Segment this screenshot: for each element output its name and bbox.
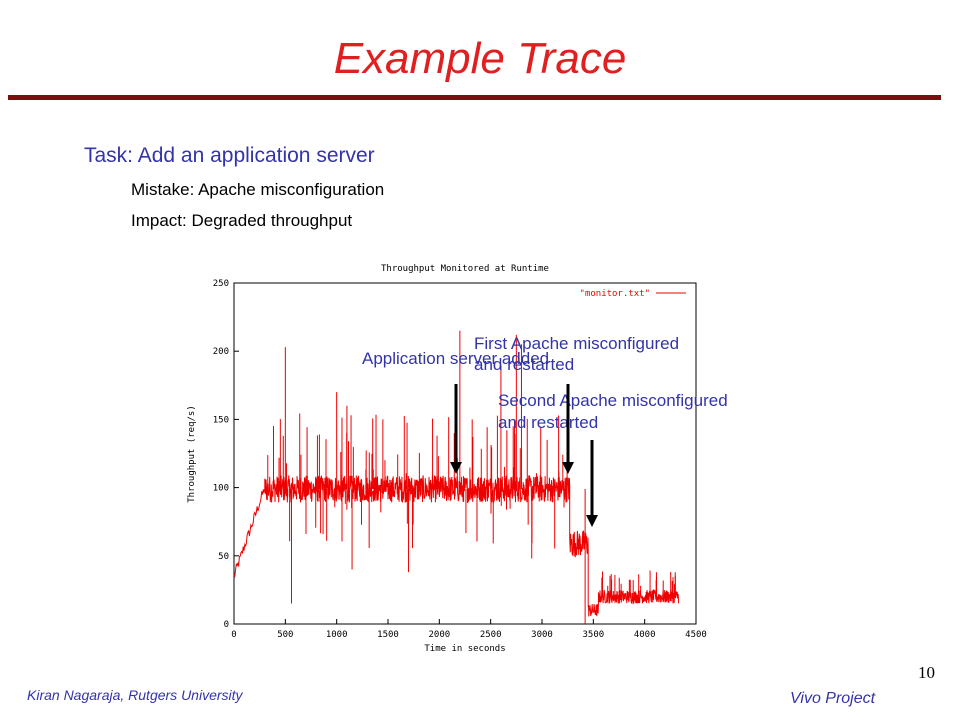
annotation-second-apache-2: and restarted — [498, 413, 599, 432]
x-tick-label: 0 — [231, 630, 236, 640]
arrow-head-second-apache — [586, 515, 598, 527]
x-axis-label: Time in seconds — [424, 644, 505, 654]
y-tick-label: 250 — [213, 279, 229, 289]
y-tick-label: 150 — [213, 415, 229, 425]
mistake-bullet: Mistake: Apache misconfiguration — [131, 180, 385, 199]
x-tick-label: 2000 — [428, 630, 450, 640]
arrow-head-app-server — [450, 462, 462, 474]
annotation-app-server: Application server added — [362, 349, 550, 368]
series-line-monitor — [233, 474, 679, 617]
x-tick-label: 3500 — [582, 630, 604, 640]
x-tick-label: 4000 — [634, 630, 656, 640]
throughput-chart: Throughput Monitored at Runtime 0 50 100 15… — [187, 264, 707, 654]
task-bullet: Task: Add an application server — [84, 144, 375, 167]
y-tick-label: 50 — [218, 552, 229, 562]
legend-label: "monitor.txt" — [580, 289, 650, 299]
x-tick-label: 500 — [277, 630, 293, 640]
annotation-second-apache-1: Second Apache misconfigured — [498, 391, 728, 410]
y-tick-label: 200 — [213, 347, 229, 357]
x-tick-label: 1000 — [326, 630, 348, 640]
chart-title: Throughput Monitored at Runtime — [381, 264, 549, 274]
y-axis-label: Throughput (req/s) — [187, 405, 197, 503]
arrow-head-first-apache — [562, 462, 574, 474]
annotation-first-apache-2: and restarted — [474, 355, 575, 374]
x-axis: 0 500 1000 1500 2000 2500 3000 3500 4000 4500 — [231, 619, 707, 640]
annotation-first-apache-1: First Apache misconfigured — [474, 334, 680, 353]
y-tick-label: 100 — [213, 484, 229, 494]
slide-title: Example Trace — [333, 34, 627, 83]
plot-frame — [233, 282, 697, 625]
series-spikes — [267, 330, 676, 624]
y-tick-label: 0 — [224, 620, 229, 630]
footer-project: Vivo Project — [790, 690, 876, 707]
footer-author: Kiran Nagaraja, Rutgers University — [27, 687, 243, 703]
x-tick-label: 4500 — [685, 630, 707, 640]
x-tick-label: 2500 — [480, 630, 502, 640]
page-number: 10 — [918, 663, 935, 682]
impact-bullet: Impact: Degraded throughput — [131, 211, 353, 230]
y-axis: 0 50 100 150 200 250 — [213, 279, 239, 630]
title-divider — [8, 95, 941, 100]
x-tick-label: 1500 — [377, 630, 399, 640]
x-tick-label: 3000 — [531, 630, 553, 640]
